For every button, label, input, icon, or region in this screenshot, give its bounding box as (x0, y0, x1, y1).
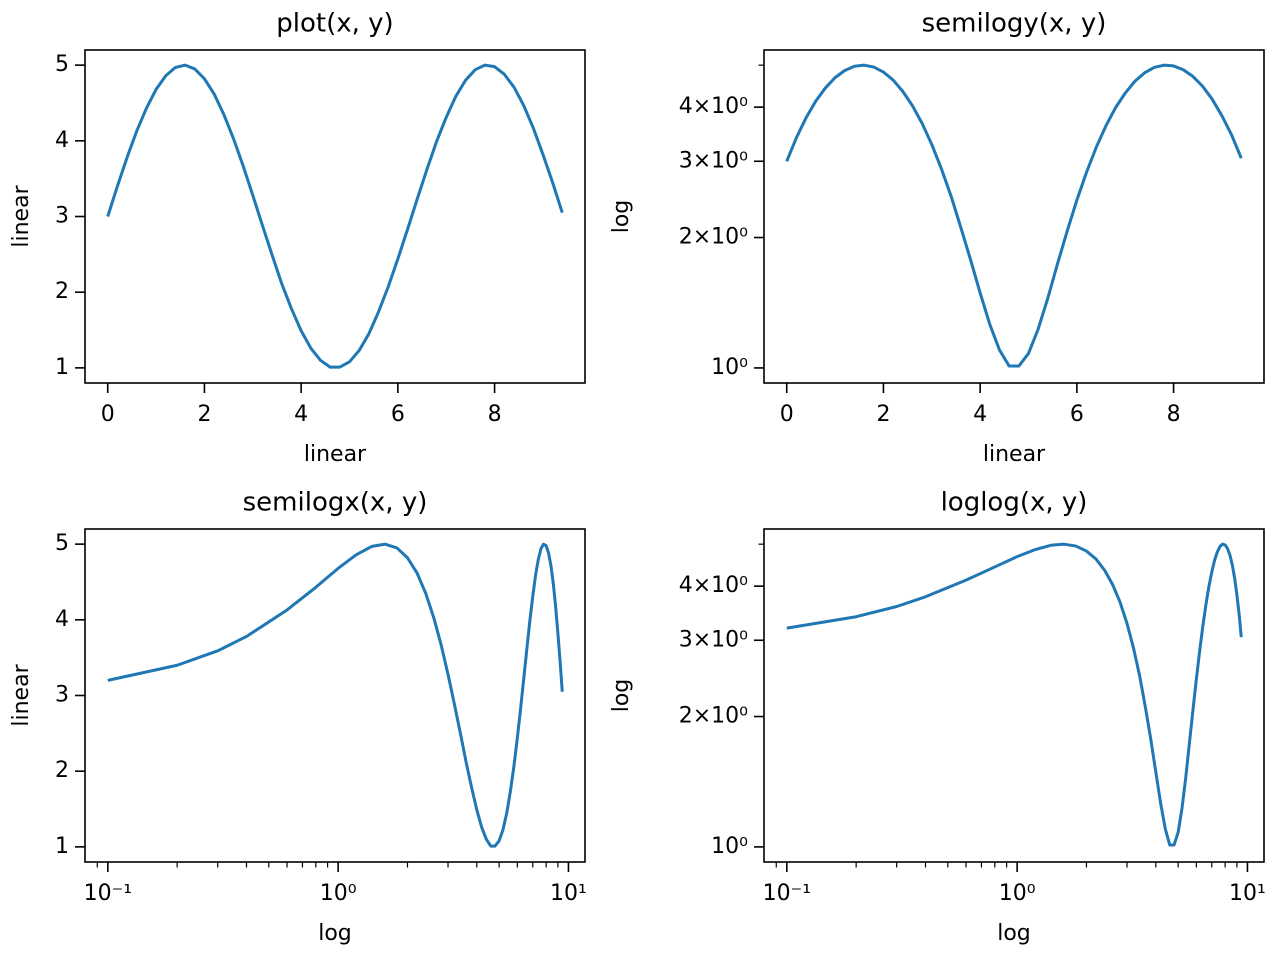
axes-frame (763, 528, 1265, 863)
x-tick-label: 2 (876, 402, 890, 427)
x-tick-label: 0 (780, 402, 794, 427)
y-tick-label: 1 (55, 834, 69, 859)
subplot: plot(x, y) 0 2 4 6 8 1 2 3 4 5 linear linear (9, 9, 586, 467)
x-tick-label: 4 (294, 402, 308, 427)
x-tick-label: 10¹ (550, 881, 587, 906)
y-tick-label: 2 (55, 758, 69, 783)
x-tick-label: 10⁻¹ (84, 881, 132, 906)
subplot-title: plot(x, y) (276, 9, 393, 39)
y-tick-label: 4 (55, 128, 69, 153)
x-tick-label: 4 (973, 402, 987, 427)
x-tick-label: 10¹ (1229, 881, 1266, 906)
subplot: semilogx(x, y) 10⁻¹ 10⁰ 10¹ 1 2 3 4 5 log linear (9, 488, 587, 947)
y-tick-label: 10⁰ (711, 834, 748, 859)
x-tick-label: 10⁰ (999, 881, 1036, 906)
y-tick-label: 2 (55, 279, 69, 304)
axes-frame (84, 528, 586, 863)
data-line (106, 63, 564, 369)
y-tick-label: 3×10⁰ (679, 627, 748, 652)
subplot-title: semilogx(x, y) (243, 488, 428, 518)
y-tick-label: 3 (55, 204, 69, 229)
x-tick-label: 10⁰ (320, 881, 357, 906)
subplot-title: loglog(x, y) (941, 488, 1088, 518)
y-tick-label: 3 (55, 683, 69, 708)
y-tick-label: 10⁰ (711, 355, 748, 380)
x-tick-label: 8 (1167, 402, 1181, 427)
y-axis-label: log (609, 679, 634, 713)
y-tick-label: 5 (55, 52, 69, 77)
x-axis-label: log (997, 921, 1031, 946)
y-tick-label: 4×10⁰ (679, 573, 748, 598)
subplot-title: semilogy(x, y) (922, 9, 1107, 39)
x-tick-label: 10⁻¹ (763, 881, 811, 906)
x-axis-label: linear (304, 442, 367, 467)
data-line (107, 542, 564, 848)
x-tick-label: 6 (1070, 402, 1084, 427)
x-tick-label: 0 (101, 402, 115, 427)
axes-frame (763, 49, 1265, 384)
x-axis-label: linear (983, 442, 1046, 467)
subplot: semilogy(x, y) 0 2 4 6 8 10⁰ 2×10⁰ 3×10⁰ 4×10⁰ lin… (609, 9, 1265, 467)
y-tick-label: 2×10⁰ (679, 225, 748, 250)
axes-frame (84, 49, 586, 384)
y-tick-label: 3×10⁰ (679, 148, 748, 173)
subplot: loglog(x, y) 10⁻¹ 10⁰ 10¹ 10⁰ 2×10⁰ 3×10⁰ 4×10⁰… (609, 488, 1266, 947)
y-tick-label: 4×10⁰ (679, 94, 748, 119)
y-axis-label: linear (9, 663, 34, 726)
x-tick-label: 2 (197, 402, 211, 427)
data-line (785, 63, 1243, 368)
data-line (786, 542, 1243, 847)
y-tick-label: 1 (55, 355, 69, 380)
y-tick-label: 2×10⁰ (679, 704, 748, 729)
x-tick-label: 6 (391, 402, 405, 427)
y-axis-label: log (609, 200, 634, 234)
x-tick-label: 8 (488, 402, 502, 427)
y-axis-label: linear (9, 184, 34, 247)
y-tick-label: 4 (55, 607, 69, 632)
x-axis-label: log (318, 921, 352, 946)
y-tick-label: 5 (55, 531, 69, 556)
